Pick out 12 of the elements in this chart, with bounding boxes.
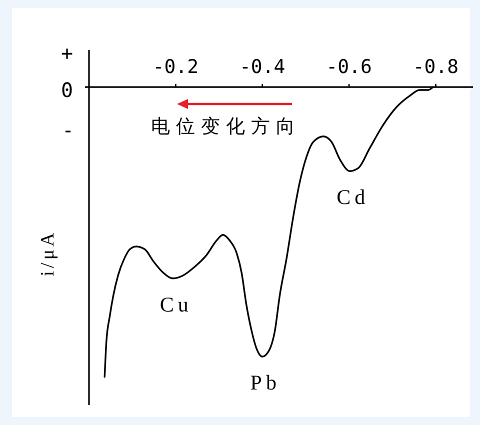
axis-sign: - — [62, 118, 74, 142]
y-axis-title: i/μA — [38, 230, 58, 276]
annotation: Cu — [160, 292, 192, 316]
axis-sign: + — [60, 41, 74, 66]
x-tick-label: -0.6 — [326, 56, 372, 78]
x-tick-label: -0.8 — [412, 56, 459, 78]
annotation: 电位变化方向 — [151, 116, 301, 138]
annotation: Pb — [250, 370, 280, 395]
annotation: Cd — [336, 185, 370, 210]
axis-sign: 0 — [60, 78, 74, 102]
x-tick-label: -0.4 — [239, 56, 286, 78]
x-tick-label: -0.2 — [152, 56, 199, 78]
